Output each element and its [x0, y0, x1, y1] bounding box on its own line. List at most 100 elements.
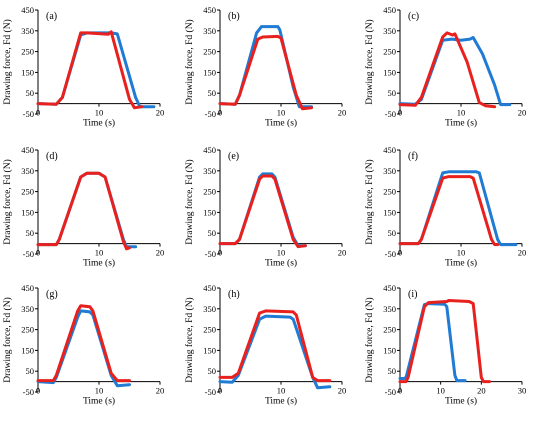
panel-label: (d) — [46, 151, 58, 162]
x-tick-label: 10 — [95, 248, 104, 258]
x-tick-label: 10 — [277, 248, 286, 258]
blue-series-line — [398, 36, 512, 107]
x-axis-label: Time (s) — [265, 118, 297, 129]
y-tick-label: -50 — [205, 249, 216, 259]
y-tick-label: 150 — [383, 207, 396, 217]
y-tick-label: 50 — [26, 228, 35, 238]
y-tick-label: -50 — [205, 109, 216, 119]
y-tick-label: 150 — [383, 345, 396, 355]
red-series-line — [36, 171, 131, 251]
y-tick-label: -50 — [385, 109, 396, 119]
panel-label: (f) — [408, 151, 418, 162]
y-tick-label: 450 — [383, 283, 396, 293]
x-tick-label: 10 — [277, 386, 286, 396]
y-tick-label: 250 — [383, 47, 396, 57]
y-tick-label: 450 — [203, 5, 216, 15]
y-tick-label: 150 — [203, 67, 216, 77]
y-axis-label: Drawing force, Fd (N) — [364, 19, 375, 104]
x-tick-label: 20 — [338, 386, 347, 396]
y-tick-label: 450 — [21, 145, 34, 155]
blue-series-line — [218, 314, 332, 390]
y-tick-label: 350 — [383, 304, 396, 314]
panel-h: -50 50 150 250 350 450 0 10 20 Time (s) Drawing fo… — [184, 283, 346, 407]
red-series-line — [218, 174, 307, 249]
x-tick-label: 0 — [218, 108, 222, 118]
blue-series-line — [36, 31, 156, 109]
x-axis-label: Time (s) — [445, 258, 477, 269]
panel-g: -50 50 150 250 350 450 0 10 20 Time (s) Drawing fo… — [2, 283, 164, 407]
blue-series-line — [218, 25, 313, 109]
panel-label: (b) — [228, 11, 240, 22]
y-tick-label: -50 — [385, 249, 396, 259]
x-axis-label: Time (s) — [83, 396, 115, 407]
x-tick-label: 10 — [436, 386, 445, 396]
y-tick-label: 450 — [383, 5, 396, 15]
x-tick-label: 10 — [277, 108, 286, 118]
y-tick-label: 250 — [203, 325, 216, 335]
y-tick-label: 450 — [383, 145, 396, 155]
red-series-line — [398, 31, 497, 109]
y-tick-label: 450 — [21, 5, 34, 15]
y-tick-label: 450 — [203, 145, 216, 155]
y-tick-label: 50 — [388, 366, 397, 376]
panel-label: (c) — [408, 11, 419, 22]
y-tick-label: 350 — [21, 26, 34, 36]
panel-a: -50 50 150 250 350 450 0 10 20 Time (s) Drawing fo… — [2, 5, 164, 129]
x-tick-label: 0 — [36, 386, 40, 396]
panel-e: -50 50 150 250 350 450 0 10 20 Time (s) Drawing fo… — [184, 145, 346, 269]
x-tick-label: 0 — [218, 248, 222, 258]
y-tick-label: 250 — [203, 187, 216, 197]
x-tick-label: 0 — [398, 248, 402, 258]
panel-c: -50 50 150 250 350 450 0 10 20 Time (s) Drawing fo… — [364, 5, 526, 129]
red-series-line — [218, 309, 332, 383]
x-tick-label: 20 — [477, 386, 486, 396]
y-tick-label: 350 — [203, 304, 216, 314]
y-tick-label: 250 — [21, 47, 34, 57]
x-axis-label: Time (s) — [83, 118, 115, 129]
y-tick-label: -50 — [23, 109, 34, 119]
x-axis-label: Time (s) — [265, 258, 297, 269]
y-tick-label: 350 — [383, 26, 396, 36]
panel-label: (e) — [228, 151, 239, 162]
y-tick-label: 50 — [26, 88, 35, 98]
x-tick-label: 20 — [156, 386, 165, 396]
y-tick-label: 150 — [203, 345, 216, 355]
red-series-line — [36, 30, 144, 110]
x-tick-label: 20 — [338, 108, 347, 118]
panel-d: -50 50 150 250 350 450 0 10 20 Time (s) Drawing fo… — [2, 145, 164, 269]
y-tick-label: 350 — [203, 26, 216, 36]
y-tick-label: 350 — [203, 166, 216, 176]
y-tick-label: 250 — [21, 325, 34, 335]
y-axis-label: Drawing force, Fd (N) — [184, 297, 195, 382]
x-tick-label: 0 — [36, 108, 40, 118]
y-axis-label: Drawing force, Fd (N) — [184, 19, 195, 104]
x-tick-label: 10 — [95, 108, 104, 118]
x-tick-label: 20 — [156, 248, 165, 258]
red-series-line — [218, 34, 313, 111]
blue-series-line — [36, 309, 131, 388]
y-tick-label: 250 — [383, 325, 396, 335]
y-tick-label: 50 — [388, 228, 397, 238]
x-tick-label: 20 — [518, 248, 527, 258]
y-axis-label: Drawing force, Fd (N) — [2, 297, 13, 382]
y-tick-label: 50 — [208, 88, 217, 98]
y-tick-label: 150 — [21, 345, 34, 355]
x-tick-label: 20 — [156, 108, 165, 118]
y-axis-label: Drawing force, Fd (N) — [2, 19, 13, 104]
x-tick-label: 30 — [518, 386, 527, 396]
y-tick-label: 250 — [21, 187, 34, 197]
y-tick-label: 450 — [203, 283, 216, 293]
y-tick-label: 50 — [208, 228, 217, 238]
y-tick-label: 50 — [26, 366, 35, 376]
y-tick-label: -50 — [23, 387, 34, 397]
red-series-line — [398, 299, 491, 384]
x-tick-label: 20 — [518, 108, 527, 118]
blue-series-line — [398, 170, 518, 247]
panel-f: -50 50 150 250 350 450 0 10 20 Time (s) Drawing fo… — [364, 145, 526, 269]
x-tick-label: 0 — [218, 386, 222, 396]
x-tick-label: 20 — [338, 248, 347, 258]
red-series-line — [398, 175, 500, 247]
x-axis-label: Time (s) — [83, 258, 115, 269]
panel-label: (h) — [228, 289, 240, 300]
